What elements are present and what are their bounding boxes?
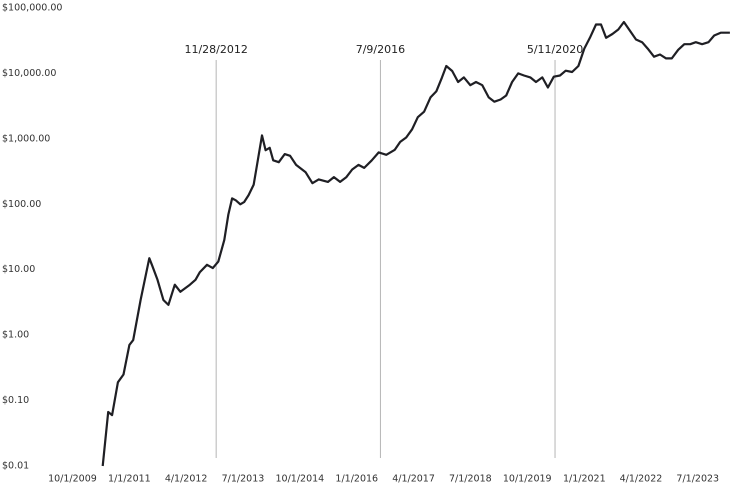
x-tick-label: 4/1/2022: [620, 474, 663, 485]
halving-label: 11/28/2012: [184, 43, 247, 56]
y-tick-label: $0.01: [2, 461, 29, 472]
x-tick-label: 4/1/2017: [392, 474, 435, 485]
halving-label: 5/11/2020: [527, 43, 583, 56]
y-tick-label: $10.00: [2, 264, 35, 275]
x-tick-label: 7/1/2023: [676, 474, 719, 485]
y-tick-label: $10,000.00: [2, 68, 56, 79]
x-tick-label: 7/1/2013: [222, 474, 265, 485]
x-tick-label: 10/1/2009: [48, 474, 97, 485]
halving-label: 7/9/2016: [356, 43, 405, 56]
x-tick-label: 4/1/2012: [165, 474, 208, 485]
price-line: [101, 20, 730, 467]
x-tick-label: 1/1/2016: [335, 474, 378, 485]
x-tick-label: 10/1/2014: [276, 474, 325, 485]
x-tick-label: 7/1/2018: [449, 474, 492, 485]
y-tick-label: $100.00: [2, 199, 41, 210]
x-tick-label: 1/1/2011: [108, 474, 151, 485]
y-tick-label: $0.10: [2, 395, 29, 406]
y-tick-label: $1.00: [2, 330, 29, 341]
y-tick-label: $100,000.00: [2, 3, 62, 14]
x-tick-label: 1/1/2021: [563, 474, 606, 485]
y-tick-label: $1,000.00: [2, 133, 50, 144]
x-tick-label: 10/1/2019: [503, 474, 552, 485]
